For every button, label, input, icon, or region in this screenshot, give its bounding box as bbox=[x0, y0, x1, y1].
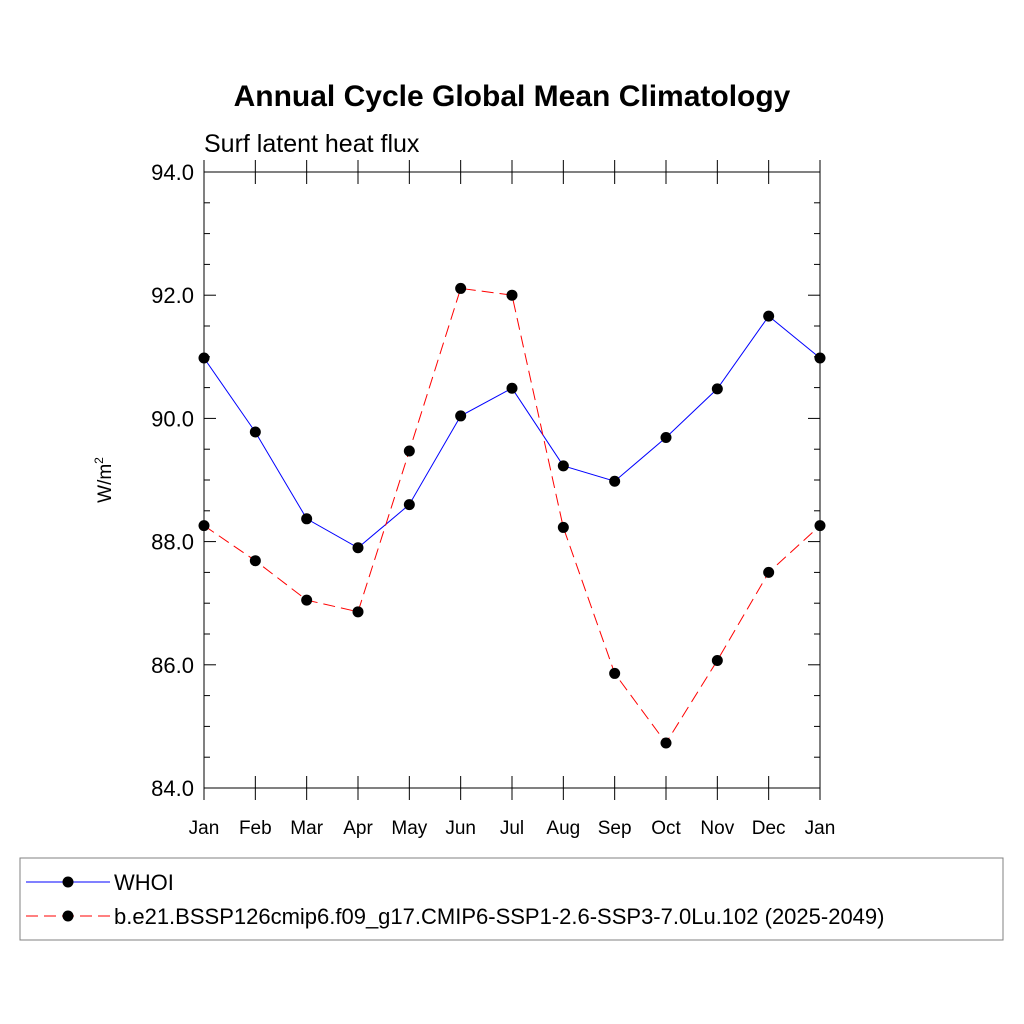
y-axis-label-superscript: 2 bbox=[92, 457, 106, 464]
data-point bbox=[557, 460, 569, 472]
x-tick-label: Sep bbox=[598, 818, 632, 839]
data-point bbox=[249, 426, 261, 438]
legend-marker bbox=[62, 876, 74, 888]
data-point bbox=[763, 310, 775, 322]
x-tick-label: Jan bbox=[805, 818, 836, 839]
x-tick-label: Jan bbox=[189, 818, 220, 839]
x-tick-label: Feb bbox=[239, 818, 272, 839]
series-line bbox=[203, 287, 821, 744]
x-tick-label: Nov bbox=[700, 818, 734, 839]
data-point bbox=[403, 499, 415, 511]
legend-label: b.e21.BSSP126cmip6.f09_g17.CMIP6-SSP1-2.… bbox=[114, 904, 884, 929]
data-point bbox=[198, 352, 210, 364]
data-point bbox=[660, 431, 672, 443]
data-point bbox=[711, 654, 723, 666]
series-layer bbox=[198, 282, 826, 749]
data-point bbox=[249, 555, 261, 567]
data-point bbox=[814, 352, 826, 364]
x-tick-label: Jul bbox=[500, 818, 524, 839]
axes: 84.0 86.0 88.0 90.0 92.0 94.0 Jan Feb Mar Apr May J… bbox=[151, 160, 835, 839]
series-2 bbox=[198, 282, 826, 749]
data-point bbox=[609, 475, 621, 487]
legend-item: b.e21.BSSP126cmip6.f09_g17.CMIP6-SSP1-2.… bbox=[26, 904, 884, 929]
data-point bbox=[301, 513, 313, 525]
legend-marker bbox=[62, 910, 74, 922]
y-axis-label: W/m2 bbox=[92, 457, 116, 503]
data-point bbox=[301, 594, 313, 606]
x-tick-label: Jun bbox=[445, 818, 476, 839]
data-point bbox=[506, 289, 518, 301]
x-tick-label: May bbox=[391, 818, 427, 839]
y-axis-label-text: W/m bbox=[95, 464, 116, 503]
data-point bbox=[352, 542, 364, 554]
data-point bbox=[711, 383, 723, 395]
y-tick-label: 92.0 bbox=[151, 283, 194, 308]
legend: WHOI b.e21.BSSP126cmip6.f09_g17.CMIP6-SSP… bbox=[19, 857, 1004, 941]
y-tick-label: 84.0 bbox=[151, 776, 194, 801]
y-tick-label: 90.0 bbox=[151, 406, 194, 431]
data-point bbox=[455, 410, 467, 422]
legend-items: WHOI b.e21.BSSP126cmip6.f09_g17.CMIP6-SSP… bbox=[26, 870, 884, 929]
x-tick-label: Apr bbox=[343, 818, 373, 839]
x-tick-label: Mar bbox=[290, 818, 323, 839]
data-point bbox=[814, 520, 826, 532]
data-point bbox=[506, 382, 518, 394]
legend-label: WHOI bbox=[114, 870, 174, 895]
chart-title: Annual Cycle Global Mean Climatology bbox=[234, 80, 791, 113]
data-point bbox=[455, 282, 467, 294]
series-1 bbox=[198, 310, 826, 554]
x-tick-label: Aug bbox=[546, 818, 580, 839]
y-tick-label: 94.0 bbox=[151, 160, 194, 185]
plot-frame bbox=[203, 171, 821, 789]
data-point bbox=[609, 667, 621, 679]
data-point bbox=[763, 566, 775, 578]
y-tick-label: 86.0 bbox=[151, 653, 194, 678]
x-tick-label: Dec bbox=[752, 818, 786, 839]
data-point bbox=[557, 521, 569, 533]
y-tick-label: 88.0 bbox=[151, 530, 194, 555]
data-point bbox=[660, 737, 672, 749]
series-line bbox=[203, 315, 821, 549]
legend-item: WHOI bbox=[26, 870, 174, 895]
data-point bbox=[198, 520, 210, 532]
chart-subtitle: Surf latent heat flux bbox=[204, 130, 420, 158]
data-point bbox=[352, 606, 364, 618]
data-point bbox=[403, 445, 415, 457]
legend-box bbox=[19, 857, 1004, 941]
x-tick-label: Oct bbox=[651, 818, 681, 839]
